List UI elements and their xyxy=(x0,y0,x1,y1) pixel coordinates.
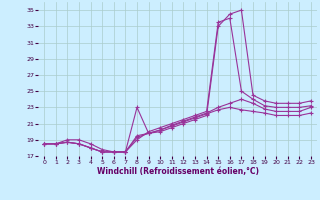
X-axis label: Windchill (Refroidissement éolien,°C): Windchill (Refroidissement éolien,°C) xyxy=(97,167,259,176)
